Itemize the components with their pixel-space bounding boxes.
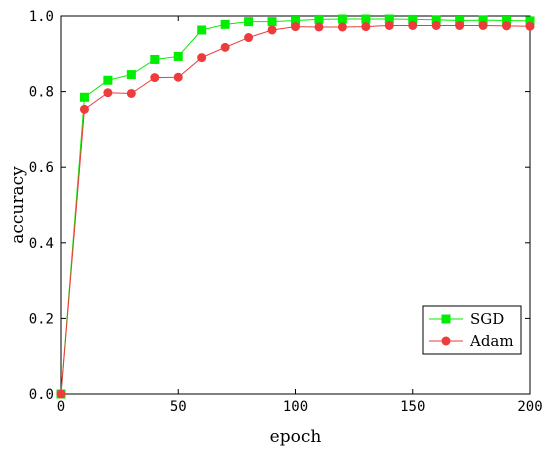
data-point-sgd: [267, 17, 277, 27]
y-tick-label-1: 0.2: [29, 311, 54, 327]
x-tick-label-0: 0: [57, 399, 65, 415]
data-point-sgd: [361, 14, 371, 24]
data-point-adam: [478, 20, 488, 30]
data-point-adam: [126, 88, 136, 98]
data-point-adam: [337, 22, 347, 32]
data-point-adam: [291, 22, 300, 32]
x-tick-label-1: 50: [170, 399, 187, 415]
data-point-sgd: [150, 54, 160, 64]
data-point-sgd: [431, 15, 441, 25]
data-point-sgd: [291, 16, 300, 26]
data-point-sgd: [455, 16, 465, 26]
data-point-sgd: [408, 14, 418, 24]
legend-marker-sgd: [441, 314, 451, 324]
data-point-sgd: [79, 92, 89, 102]
data-point-sgd: [525, 16, 535, 26]
data-point-sgd: [502, 16, 512, 26]
data-point-adam: [103, 88, 113, 98]
data-point-adam: [408, 20, 418, 30]
x-tick-label-2: 100: [283, 399, 308, 415]
data-point-adam: [384, 20, 394, 30]
data-point-adam: [455, 20, 465, 30]
legend-box: [422, 305, 522, 355]
y-tick-label-2: 0.4: [29, 236, 54, 252]
data-point-adam: [267, 25, 277, 35]
x-axis-label: epoch: [270, 427, 322, 447]
data-point-adam: [56, 389, 66, 399]
data-point-adam: [197, 53, 207, 63]
legend-marker-adam: [441, 336, 451, 346]
x-tick-label-3: 150: [400, 399, 425, 415]
y-tick-label-4: 0.8: [29, 85, 54, 101]
data-point-adam: [314, 22, 324, 32]
data-point-adam: [361, 22, 371, 32]
data-point-sgd: [384, 14, 394, 24]
data-point-adam: [220, 42, 230, 52]
y-tick-label-3: 0.6: [29, 160, 54, 176]
data-point-adam: [431, 20, 441, 30]
y-axis-label: accuracy: [8, 166, 28, 244]
data-point-sgd: [220, 19, 230, 29]
y-tick-label-5: 1.0: [29, 9, 54, 25]
data-point-sgd: [103, 75, 113, 85]
data-point-sgd: [126, 70, 136, 80]
series-adam: [56, 20, 535, 399]
data-point-adam: [525, 21, 535, 31]
data-point-sgd: [478, 15, 488, 25]
y-tick-label-0: 0.0: [29, 387, 54, 403]
legend: SGD Adam: [422, 305, 522, 355]
x-tick-label-4: 200: [517, 399, 542, 415]
data-point-sgd: [244, 17, 254, 27]
data-point-adam: [150, 73, 160, 83]
legend-label-adam: Adam: [469, 332, 514, 350]
data-point-sgd: [197, 25, 207, 35]
plot-axes: 0 50 100 150 200 0.0 0.2 0.4 0.6 0.8 1.0: [29, 9, 543, 415]
data-point-adam: [173, 72, 183, 82]
series-layer: [56, 14, 535, 399]
data-point-adam: [79, 104, 89, 114]
series-sgd: [56, 14, 535, 399]
data-point-sgd: [337, 14, 347, 24]
data-point-sgd: [173, 51, 183, 61]
legend-label-sgd: SGD: [470, 310, 504, 328]
data-point-adam: [502, 21, 512, 31]
data-point-adam: [244, 33, 254, 43]
data-point-sgd: [314, 14, 324, 24]
